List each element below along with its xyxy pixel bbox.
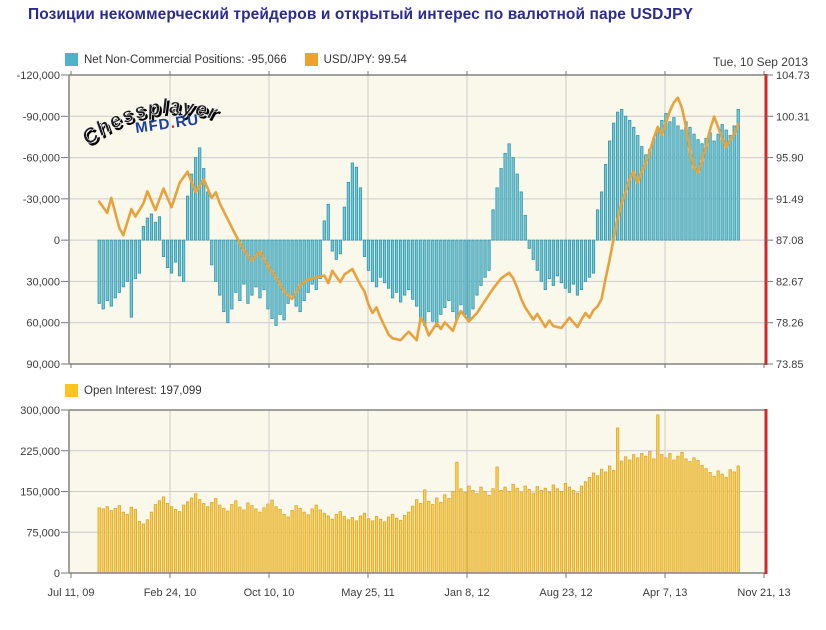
usdjpy-swatch (304, 53, 318, 66)
svg-text:Jan 8, 12: Jan 8, 12 (444, 587, 489, 599)
mfd-ru-text: MFD.RU (134, 111, 200, 137)
svg-text:91.49: 91.49 (776, 194, 804, 206)
open-interest-legend: Open Interest: 197,099 (65, 384, 214, 397)
svg-text:78.26: 78.26 (776, 318, 804, 330)
usdjpy-line (97, 96, 740, 342)
svg-text:60,000: 60,000 (26, 318, 60, 330)
svg-text:Nov 21, 13: Nov 21, 13 (737, 587, 790, 599)
svg-text:Aug 23, 12: Aug 23, 12 (539, 587, 592, 599)
svg-text:-60,000: -60,000 (23, 153, 60, 165)
svg-text:100.31: 100.31 (776, 111, 810, 123)
net-positions-bars (97, 108, 740, 328)
svg-text:150,000: 150,000 (20, 487, 60, 499)
svg-text:Oct 10, 10: Oct 10, 10 (244, 587, 295, 599)
svg-text:30,000: 30,000 (26, 276, 60, 288)
svg-text:87.08: 87.08 (776, 235, 804, 247)
svg-text:May 25, 11: May 25, 11 (341, 587, 395, 599)
positions-swatch (65, 53, 78, 66)
page-title: Позиции некоммерческий трейдеров и откры… (28, 6, 694, 23)
svg-text:Apr 7, 13: Apr 7, 13 (643, 587, 688, 599)
open-interest-legend-label: Open Interest: 197,099 (84, 384, 202, 397)
svg-text:-30,000: -30,000 (23, 194, 60, 206)
positions-legend: Net Non-Commercial Positions: -95,066 US… (65, 53, 419, 66)
usdjpy-legend-label: USD/JPY: 99.54 (323, 53, 407, 66)
svg-text:225,000: 225,000 (20, 446, 60, 458)
svg-text:95.90: 95.90 (776, 153, 804, 165)
svg-text:0: 0 (54, 568, 60, 580)
svg-text:90,000: 90,000 (26, 359, 60, 371)
positions-legend-label: Net Non-Commercial Positions: -95,066 (84, 53, 287, 66)
svg-text:Feb 24, 10: Feb 24, 10 (144, 587, 197, 599)
svg-text:300,000: 300,000 (20, 405, 60, 417)
svg-text:82.67: 82.67 (776, 276, 804, 288)
svg-text:75,000: 75,000 (26, 527, 60, 539)
svg-text:-120,000: -120,000 (17, 70, 60, 82)
date-label: Tue, 10 Sep 2013 (713, 55, 808, 69)
open-interest-swatch (65, 384, 78, 397)
svg-text:73.85: 73.85 (776, 359, 804, 371)
svg-text:-90,000: -90,000 (23, 111, 60, 123)
axis-labels: -120,000 -90,000 -60,000 -30,000 0 30,000 60,0… (17, 70, 810, 599)
axis-ticks (61, 71, 773, 578)
svg-text:104.73: 104.73 (776, 70, 810, 82)
svg-text:Jul 11, 09: Jul 11, 09 (48, 587, 95, 599)
svg-text:0: 0 (54, 235, 60, 247)
